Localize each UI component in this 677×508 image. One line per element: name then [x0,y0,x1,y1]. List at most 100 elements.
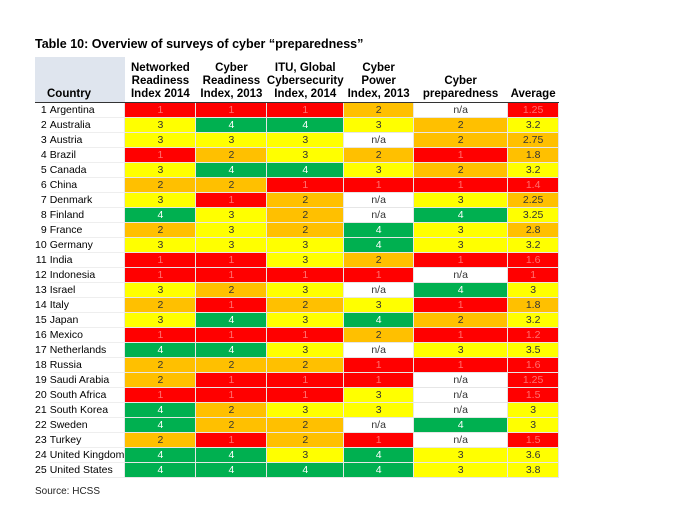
score-cell: 3 [195,132,268,148]
score-cell: 1.6 [507,252,560,268]
survey-table: Country Networked Readiness Index 2014 Cyb… [35,57,560,478]
score-cell: 3 [343,402,415,418]
row-rank: 18 [35,359,47,371]
score-cell: 4 [195,117,268,133]
table-row: 3 Austria 3 3 3 n/a 2 2.75 [35,132,560,148]
country-name: Netherlands [49,342,125,358]
score-cell: 4 [413,207,509,223]
column-header: Networked Readiness Index 2014 [124,57,196,103]
score-cell: n/a [413,102,509,118]
table-row: 5 Canada 3 4 4 3 2 3.2 [35,162,560,178]
score-cell: 3.2 [507,162,560,178]
table-row: 2 Australia 3 4 4 3 2 3.2 [35,117,560,133]
score-cell: 3 [343,117,415,133]
source-note: Source: HCSS [35,486,101,497]
score-cell: 2 [195,402,268,418]
score-cell: 4 [343,312,415,328]
score-cell: 3.2 [507,312,560,328]
score-cell: 2 [124,357,197,373]
score-cell: 3 [266,147,345,163]
score-cell: 2 [413,162,509,178]
score-cell: 2 [266,192,345,208]
score-cell: 1 [413,177,509,193]
score-cell: 1 [343,267,415,283]
table-title: Table 10: Overview of surveys of cyber “… [35,37,364,51]
score-cell: 3 [413,192,509,208]
score-cell: 3 [413,342,509,358]
table-row: 12 Indonesia 1 1 1 1 n/a 1 [35,267,560,283]
table-row: 15 Japan 3 4 3 4 2 3.2 [35,312,560,328]
row-rank: 22 [35,419,47,431]
score-cell: 1 [343,432,415,448]
score-cell: 3 [413,447,509,463]
score-cell: 3 [195,237,268,253]
row-rank: 19 [35,374,47,386]
score-cell: 3 [124,132,197,148]
score-cell: 1 [413,297,509,313]
table-row: 19 Saudi Arabia 2 1 1 1 n/a 1.25 [35,372,560,388]
score-cell: 4 [124,462,197,478]
column-header: Country [35,57,125,103]
score-cell: 3 [507,402,560,418]
score-cell: 3 [413,462,509,478]
score-cell: 3 [124,312,197,328]
score-cell: 1 [195,327,268,343]
score-cell: 4 [195,447,268,463]
score-cell: 2 [124,297,197,313]
score-cell: n/a [343,417,415,433]
country-name: Argentina [49,102,125,118]
score-cell: 3 [195,207,268,223]
score-cell: n/a [413,402,509,418]
score-cell: 2 [343,102,415,118]
score-cell: 1.25 [507,372,560,388]
column-header: Average [507,57,559,103]
score-cell: 1 [124,252,197,268]
score-cell: 1 [124,387,197,403]
score-cell: n/a [343,282,415,298]
country-name: Australia [49,117,125,133]
score-cell: 4 [343,462,415,478]
table-row: 18 Russia 2 2 2 1 1 1.6 [35,357,560,373]
score-cell: 2 [413,117,509,133]
country-name: South Africa [49,387,125,403]
score-cell: 3 [266,312,345,328]
score-cell: 3 [266,282,345,298]
score-cell: 1 [195,432,268,448]
score-cell: 1 [343,357,415,373]
table-row: 4 Brazil 1 2 3 2 1 1.8 [35,147,560,163]
score-cell: 1 [195,192,268,208]
country-name: Canada [49,162,125,178]
table-row: 23 Turkey 2 1 2 1 n/a 1.5 [35,432,560,448]
score-cell: 1.6 [507,357,560,373]
country-name: India [49,252,125,268]
score-cell: 4 [124,402,197,418]
table-row: 20 South Africa 1 1 1 3 n/a 1.5 [35,387,560,403]
row-rank: 2 [40,119,47,131]
table-row: 1 Argentina 1 1 1 2 n/a 1.25 [35,102,560,118]
score-cell: 2 [343,252,415,268]
table-row: 8 Finland 4 3 2 n/a 4 3.25 [35,207,560,223]
column-header: ITU, Global Cybersecurity Index, 2014 [266,57,344,103]
country-name: Japan [49,312,125,328]
row-rank: 5 [40,164,47,176]
row-rank: 23 [35,434,47,446]
score-cell: 3.2 [507,117,560,133]
score-cell: 3 [343,387,415,403]
score-cell: 2 [343,327,415,343]
score-cell: n/a [343,132,415,148]
row-rank: 3 [40,134,47,146]
country-name: Israel [49,282,125,298]
score-cell: 2 [124,432,197,448]
table-row: 9 France 2 3 2 4 3 2.8 [35,222,560,238]
score-cell: 2 [124,222,197,238]
column-header: Cyber Power Index, 2013 [343,57,414,103]
score-cell: 1 [195,297,268,313]
score-cell: 1 [413,252,509,268]
score-cell: 4 [195,462,268,478]
score-cell: 3 [124,117,197,133]
score-cell: 4 [195,312,268,328]
country-name: China [49,177,125,193]
score-cell: 3.5 [507,342,560,358]
score-cell: 3.2 [507,237,560,253]
